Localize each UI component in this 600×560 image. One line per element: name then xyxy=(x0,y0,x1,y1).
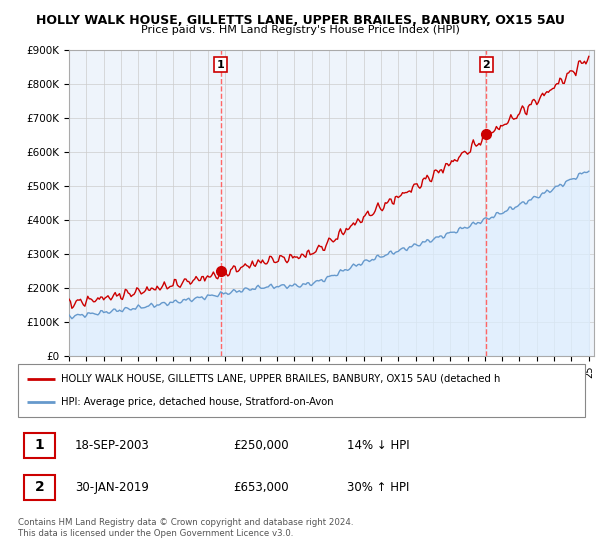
FancyBboxPatch shape xyxy=(23,475,55,500)
Text: £250,000: £250,000 xyxy=(233,438,289,452)
FancyBboxPatch shape xyxy=(18,364,585,417)
Text: 2: 2 xyxy=(482,59,490,69)
Text: 14% ↓ HPI: 14% ↓ HPI xyxy=(347,438,409,452)
Text: 30% ↑ HPI: 30% ↑ HPI xyxy=(347,481,409,494)
Text: Contains HM Land Registry data © Crown copyright and database right 2024.: Contains HM Land Registry data © Crown c… xyxy=(18,518,353,527)
Text: 18-SEP-2003: 18-SEP-2003 xyxy=(75,438,149,452)
FancyBboxPatch shape xyxy=(23,433,55,458)
Text: Price paid vs. HM Land Registry's House Price Index (HPI): Price paid vs. HM Land Registry's House … xyxy=(140,25,460,35)
Text: £653,000: £653,000 xyxy=(233,481,289,494)
Text: HOLLY WALK HOUSE, GILLETTS LANE, UPPER BRAILES, BANBURY, OX15 5AU: HOLLY WALK HOUSE, GILLETTS LANE, UPPER B… xyxy=(35,14,565,27)
Text: This data is licensed under the Open Government Licence v3.0.: This data is licensed under the Open Gov… xyxy=(18,529,293,538)
Text: HOLLY WALK HOUSE, GILLETTS LANE, UPPER BRAILES, BANBURY, OX15 5AU (detached h: HOLLY WALK HOUSE, GILLETTS LANE, UPPER B… xyxy=(61,374,500,384)
Text: HPI: Average price, detached house, Stratford-on-Avon: HPI: Average price, detached house, Stra… xyxy=(61,397,333,407)
Text: 2: 2 xyxy=(34,480,44,494)
Text: 30-JAN-2019: 30-JAN-2019 xyxy=(75,481,149,494)
Text: 1: 1 xyxy=(217,59,224,69)
Text: 1: 1 xyxy=(34,438,44,452)
